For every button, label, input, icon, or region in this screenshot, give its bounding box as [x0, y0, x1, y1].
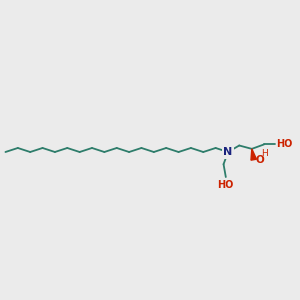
Polygon shape — [251, 149, 256, 160]
Text: H: H — [261, 149, 268, 158]
Text: HO: HO — [218, 180, 234, 190]
Text: O: O — [256, 155, 265, 165]
Text: N: N — [224, 147, 232, 157]
Text: HO: HO — [276, 140, 292, 149]
